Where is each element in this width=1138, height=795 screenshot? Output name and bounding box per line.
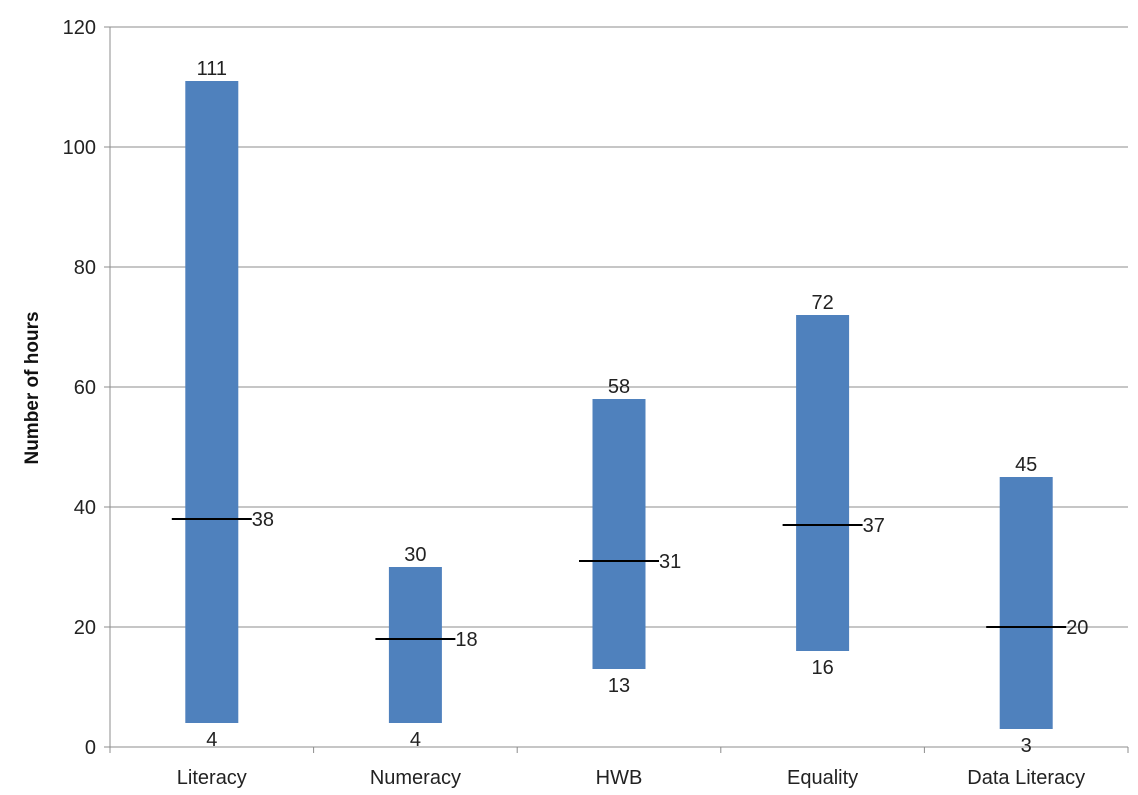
range-bar (796, 315, 850, 651)
marker-label: 20 (1066, 617, 1088, 639)
x-category-label: HWB (596, 767, 643, 789)
y-tick-label: 0 (85, 737, 96, 759)
range-bar (592, 399, 646, 669)
min-label: 3 (1021, 735, 1032, 757)
x-category-label: Data Literacy (967, 767, 1085, 789)
max-label: 58 (608, 376, 630, 398)
y-tick-label: 60 (74, 377, 96, 399)
y-tick-label: 40 (74, 497, 96, 519)
gridlines (110, 26, 1128, 628)
y-axis-title: Number of hours (22, 311, 43, 464)
range-bar (388, 567, 442, 723)
max-label: 30 (404, 544, 426, 566)
min-label: 4 (206, 729, 217, 751)
marker-label: 37 (863, 515, 885, 537)
axes (104, 26, 1129, 753)
y-tick-label: 120 (63, 17, 96, 39)
y-tick-labels: 0 20 40 60 80 100 120 (63, 17, 96, 759)
marker-label: 18 (455, 629, 477, 651)
y-tick-label: 80 (74, 257, 96, 279)
x-category-label: Equality (787, 767, 858, 789)
range-bar (185, 81, 239, 723)
x-category-labels: Literacy Numeracy HWB Equality Data Literacy (177, 767, 1085, 789)
marker-label: 31 (659, 551, 681, 573)
median-markers (171, 518, 1067, 640)
y-tick-label: 100 (63, 137, 96, 159)
range-bars (185, 81, 1053, 729)
x-category-label: Literacy (177, 767, 247, 789)
x-category-label: Numeracy (370, 767, 461, 789)
range-bar (999, 477, 1053, 729)
marker-label: 38 (252, 509, 274, 531)
y-tick-label: 20 (74, 617, 96, 639)
max-label: 45 (1015, 454, 1037, 476)
min-label: 16 (811, 657, 833, 679)
max-label: 72 (811, 292, 833, 314)
max-label: 111 (197, 58, 227, 80)
min-label: 4 (410, 729, 421, 751)
min-label: 13 (608, 675, 630, 697)
data-labels: 111 4 38 30 4 18 58 13 31 72 16 37 45 3 20 (197, 58, 1089, 757)
